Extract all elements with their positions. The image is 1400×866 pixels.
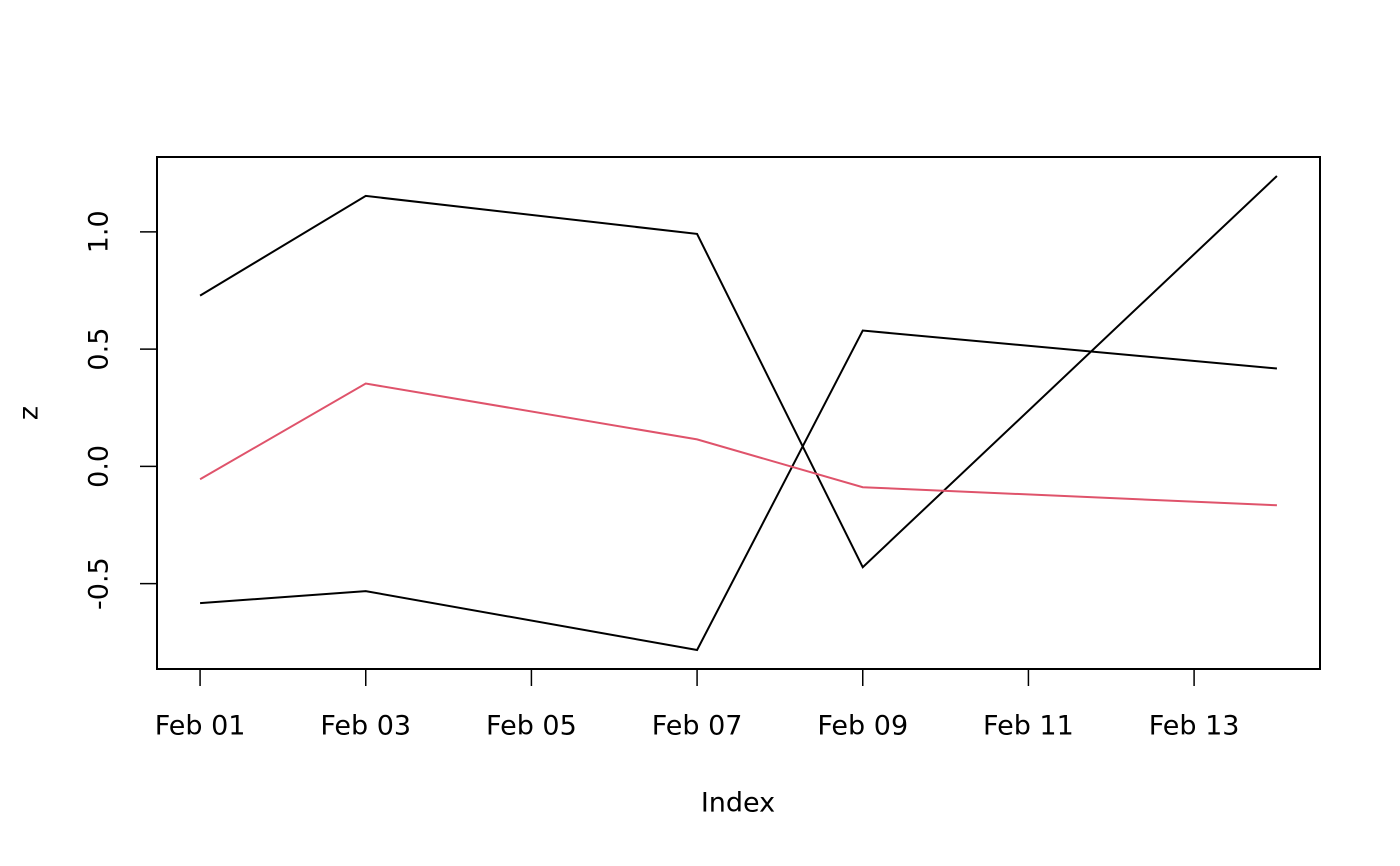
plot-box	[156, 156, 1321, 670]
x-tick-label: Feb 05	[486, 711, 577, 742]
series-line	[199, 175, 1278, 569]
y-tick-label: 0.5	[84, 328, 115, 371]
y-tick-label: -0.5	[84, 557, 115, 610]
series-line	[199, 382, 1277, 507]
series-line	[200, 329, 1278, 652]
x-tick-label: Feb 09	[817, 711, 908, 742]
y-tick-label: 0.0	[84, 445, 115, 488]
y-axis-label: z	[14, 406, 45, 420]
x-tick-label: Feb 03	[320, 711, 411, 742]
x-tick-label: Feb 13	[1149, 711, 1240, 742]
x-tick-label: Feb 01	[155, 711, 246, 742]
x-tick-label: Feb 11	[983, 711, 1074, 742]
x-axis-label: Index	[701, 788, 775, 819]
x-tick-label: Feb 07	[652, 711, 743, 742]
y-tick-label: 1.0	[84, 210, 115, 253]
